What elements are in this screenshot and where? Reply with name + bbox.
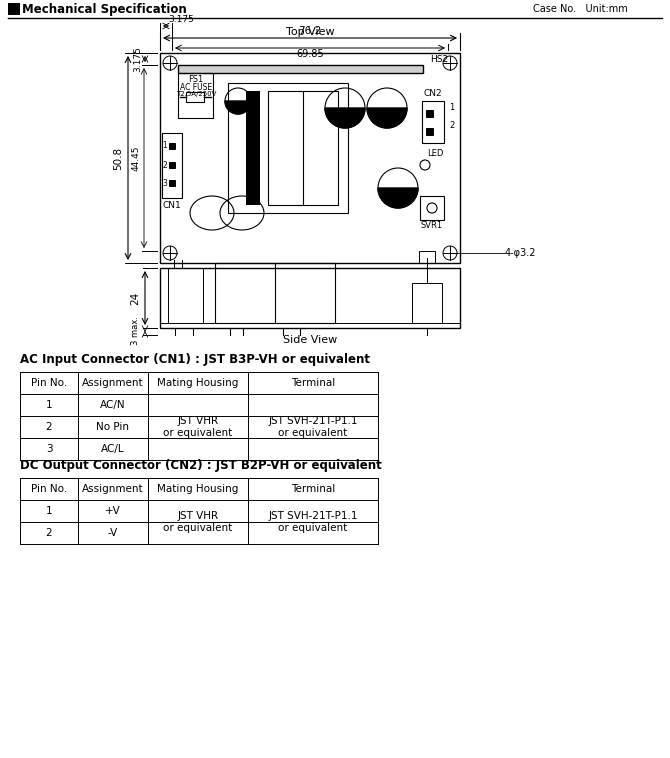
Bar bbox=[268, 91, 338, 205]
Text: LED: LED bbox=[427, 149, 444, 158]
Text: JST SVH-21T-P1.1
or equivalent: JST SVH-21T-P1.1 or equivalent bbox=[268, 416, 358, 438]
Text: JST VHR
or equivalent: JST VHR or equivalent bbox=[163, 511, 232, 533]
Text: AC Input Connector (CN1) : JST B3P-VH or equivalent: AC Input Connector (CN1) : JST B3P-VH or… bbox=[20, 353, 370, 367]
Polygon shape bbox=[225, 101, 251, 114]
Text: 24: 24 bbox=[130, 291, 140, 305]
Text: 69.85: 69.85 bbox=[296, 49, 324, 59]
Text: DC Output Connector (CN2) : JST B2P-VH or equivalent: DC Output Connector (CN2) : JST B2P-VH o… bbox=[20, 459, 382, 472]
Bar bbox=[422, 101, 444, 143]
Bar bbox=[8, 3, 20, 15]
Text: Assignment: Assignment bbox=[82, 378, 144, 388]
Text: T2.5A/250V: T2.5A/250V bbox=[176, 91, 216, 97]
Text: Terminal: Terminal bbox=[291, 484, 335, 494]
Text: JST VHR
or equivalent: JST VHR or equivalent bbox=[163, 416, 232, 438]
Text: +V: +V bbox=[105, 506, 121, 516]
Polygon shape bbox=[378, 188, 418, 208]
Bar bbox=[228, 83, 348, 213]
Text: CN1: CN1 bbox=[163, 202, 182, 211]
Text: Pin No.: Pin No. bbox=[31, 484, 67, 494]
Text: Case No.   Unit:mm: Case No. Unit:mm bbox=[533, 4, 627, 14]
Bar bbox=[178, 73, 213, 118]
Bar bbox=[168, 268, 203, 323]
Text: 1: 1 bbox=[46, 506, 52, 516]
Text: 3.175: 3.175 bbox=[133, 46, 142, 72]
Bar bbox=[426, 110, 433, 117]
Bar bbox=[160, 268, 460, 328]
Bar bbox=[169, 180, 175, 186]
Text: SVR1: SVR1 bbox=[421, 221, 443, 230]
Text: AC/N: AC/N bbox=[100, 400, 126, 410]
Text: AC FUSE: AC FUSE bbox=[180, 83, 212, 92]
Bar bbox=[169, 162, 175, 168]
Text: 2: 2 bbox=[162, 161, 167, 170]
Text: AC/L: AC/L bbox=[101, 444, 125, 454]
Bar bbox=[420, 196, 444, 220]
Bar bbox=[169, 143, 175, 149]
Bar bbox=[412, 283, 442, 323]
Text: 3: 3 bbox=[162, 178, 167, 187]
Text: 2: 2 bbox=[449, 121, 454, 130]
Text: 76.2: 76.2 bbox=[298, 26, 322, 36]
Text: Mechanical Specification: Mechanical Specification bbox=[22, 2, 187, 15]
Text: Assignment: Assignment bbox=[82, 484, 144, 494]
Circle shape bbox=[420, 160, 430, 170]
Bar bbox=[186, 92, 204, 102]
Bar bbox=[162, 133, 182, 198]
Text: 50.8: 50.8 bbox=[113, 146, 123, 170]
Text: 4-φ3.2: 4-φ3.2 bbox=[505, 248, 537, 258]
Text: FS1: FS1 bbox=[188, 74, 204, 83]
Text: No Pin: No Pin bbox=[96, 422, 129, 432]
Polygon shape bbox=[325, 108, 365, 128]
Text: 1: 1 bbox=[449, 104, 454, 112]
Text: Mating Housing: Mating Housing bbox=[157, 378, 239, 388]
Text: 1: 1 bbox=[162, 142, 167, 151]
Bar bbox=[246, 91, 260, 205]
Bar bbox=[178, 65, 423, 73]
Text: -V: -V bbox=[108, 528, 118, 538]
Bar bbox=[215, 263, 335, 323]
Bar bbox=[426, 128, 433, 135]
Text: 44.45: 44.45 bbox=[132, 146, 141, 171]
Text: CN2: CN2 bbox=[423, 89, 442, 98]
Bar bbox=[160, 53, 460, 263]
Text: Terminal: Terminal bbox=[291, 378, 335, 388]
Text: 2: 2 bbox=[46, 528, 52, 538]
Text: 2: 2 bbox=[46, 422, 52, 432]
Text: Top View: Top View bbox=[285, 27, 334, 37]
Text: Side View: Side View bbox=[283, 335, 337, 345]
Text: 3.175: 3.175 bbox=[168, 15, 194, 24]
Bar bbox=[419, 251, 435, 263]
Text: JST SVH-21T-P1.1
or equivalent: JST SVH-21T-P1.1 or equivalent bbox=[268, 511, 358, 533]
Polygon shape bbox=[367, 108, 407, 128]
Text: 1: 1 bbox=[46, 400, 52, 410]
Text: 3: 3 bbox=[46, 444, 52, 454]
Text: Mating Housing: Mating Housing bbox=[157, 484, 239, 494]
Text: 3 max.: 3 max. bbox=[131, 317, 140, 346]
Text: HS2: HS2 bbox=[430, 55, 448, 64]
Text: Pin No.: Pin No. bbox=[31, 378, 67, 388]
